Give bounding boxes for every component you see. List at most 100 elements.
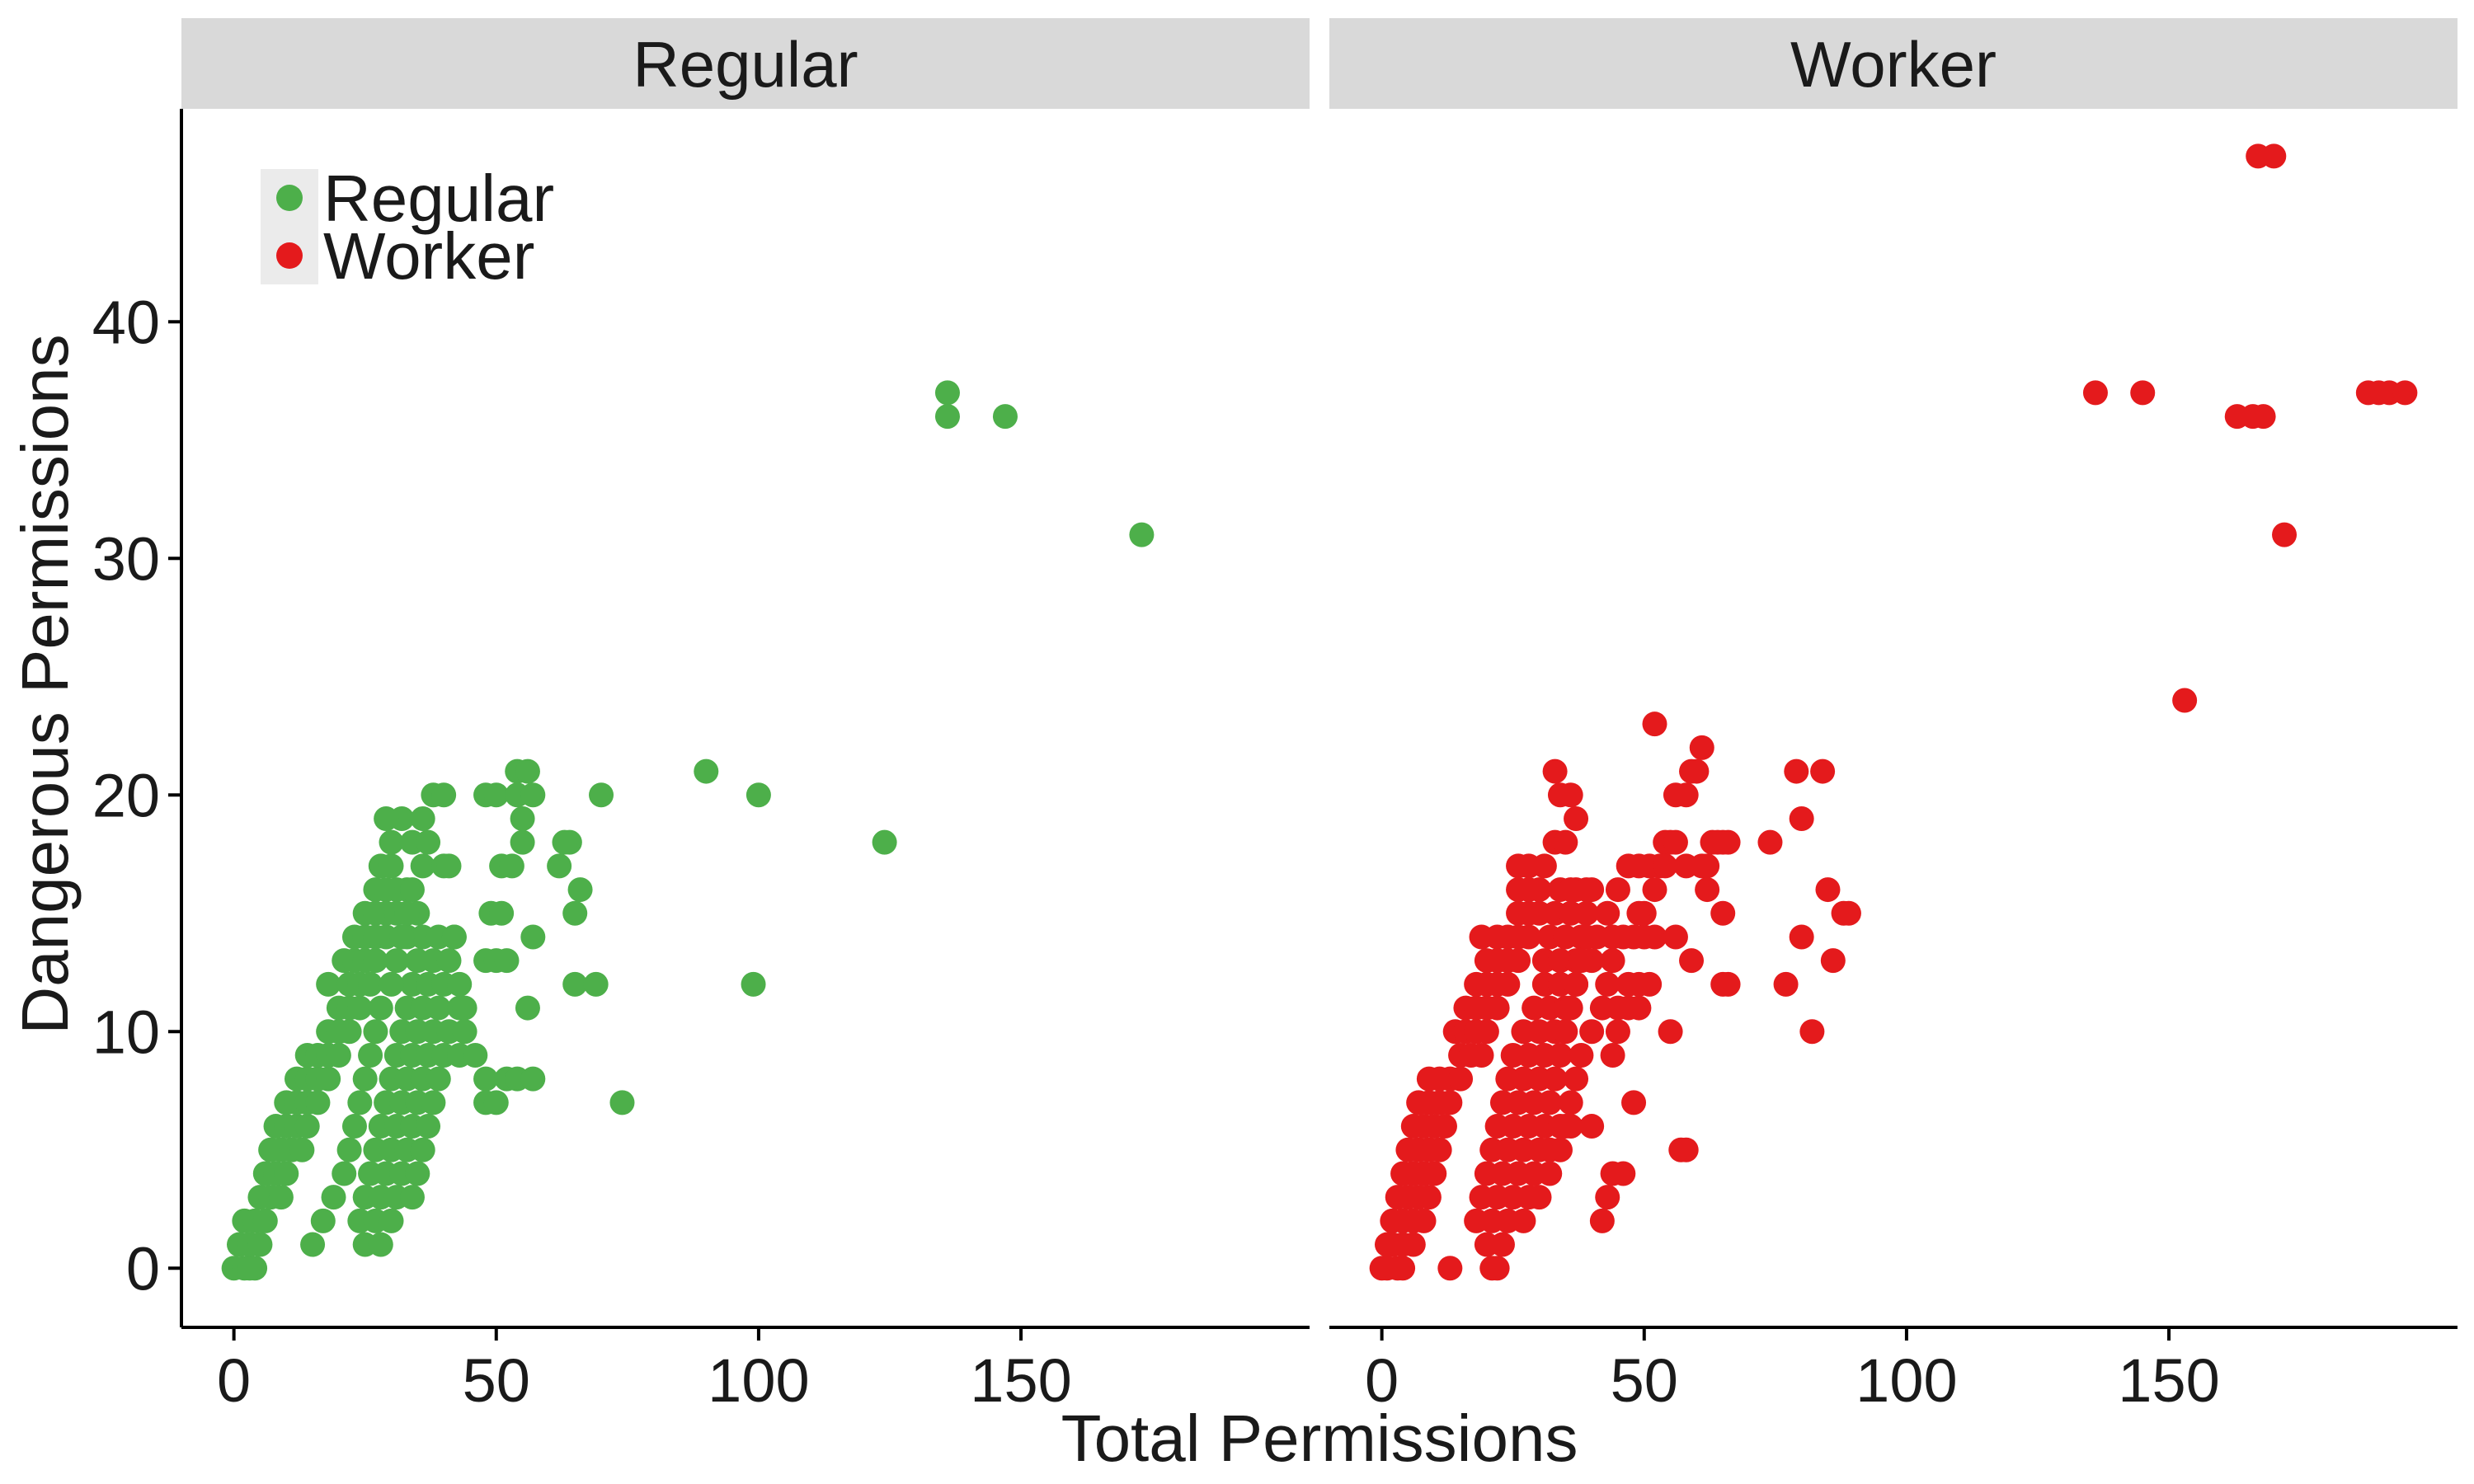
- data-point-regular: [379, 853, 404, 879]
- data-point-regular: [515, 995, 540, 1021]
- data-point-worker: [1537, 1161, 1563, 1186]
- data-point-worker: [1469, 1042, 1494, 1068]
- data-point-worker: [1558, 1114, 1583, 1139]
- x-tick-label: 0: [217, 1346, 251, 1415]
- data-point-worker: [1673, 782, 1699, 808]
- data-point-worker: [1684, 758, 1710, 784]
- data-point-worker: [1679, 948, 1705, 974]
- data-point-regular: [426, 995, 451, 1021]
- data-point-regular: [336, 1137, 362, 1162]
- data-point-worker: [1642, 924, 1667, 950]
- data-point-worker: [1605, 877, 1630, 903]
- data-point-worker: [1789, 805, 1814, 831]
- data-point-regular: [589, 782, 614, 808]
- data-point-worker: [1573, 924, 1599, 950]
- data-point-worker: [1663, 829, 1688, 855]
- x-axis-title: Total Permissions: [1061, 1402, 1578, 1475]
- data-point-worker: [1569, 948, 1594, 974]
- data-point-worker: [1542, 758, 1568, 784]
- legend-label-worker: Worker: [323, 219, 534, 293]
- data-point-regular: [416, 829, 441, 855]
- data-point-worker: [1484, 995, 1510, 1021]
- data-point-worker: [1820, 948, 1846, 974]
- data-point-regular: [547, 853, 572, 879]
- data-point-regular: [567, 877, 593, 903]
- facet-strip-background: [181, 18, 1310, 109]
- data-point-regular: [358, 1042, 383, 1068]
- data-point-regular: [368, 1232, 393, 1257]
- data-point-regular: [374, 805, 399, 831]
- data-point-worker: [1673, 1137, 1699, 1162]
- data-point-worker: [1469, 924, 1494, 950]
- data-point-regular: [452, 1019, 477, 1045]
- data-point-worker: [1605, 1019, 1630, 1045]
- data-point-worker: [1799, 1019, 1825, 1045]
- data-point-regular: [305, 1090, 331, 1115]
- data-point-regular: [494, 948, 520, 974]
- data-point-worker: [1437, 1256, 1463, 1281]
- data-point-regular: [452, 995, 477, 1021]
- data-point-regular: [410, 805, 435, 831]
- data-point-worker: [1495, 971, 1521, 997]
- data-point-worker: [2172, 688, 2198, 713]
- y-tick-label: 40: [92, 288, 160, 356]
- data-point-worker: [1564, 971, 1589, 997]
- data-point-regular: [347, 995, 373, 1021]
- data-point-worker: [1689, 735, 1714, 760]
- data-point-worker: [1422, 1161, 1447, 1186]
- data-point-regular: [247, 1232, 273, 1257]
- y-tick-label: 20: [92, 761, 160, 829]
- data-point-regular: [431, 782, 457, 808]
- data-point-regular: [741, 971, 766, 997]
- data-point-regular: [441, 924, 467, 950]
- data-point-worker: [1390, 1256, 1416, 1281]
- data-point-worker: [1642, 877, 1667, 903]
- legend-key-worker: [276, 242, 303, 269]
- data-point-regular: [489, 900, 515, 926]
- data-point-worker: [1537, 1137, 1563, 1162]
- data-point-worker: [1637, 971, 1663, 997]
- data-point-regular: [383, 948, 409, 974]
- data-point-worker: [1784, 758, 1809, 784]
- data-point-worker: [1631, 900, 1657, 926]
- facet-strip-label: Regular: [633, 28, 858, 101]
- data-point-worker: [1658, 1019, 1683, 1045]
- data-point-regular: [934, 404, 960, 430]
- data-point-regular: [416, 1114, 441, 1139]
- data-point-regular: [421, 1090, 446, 1115]
- facet-strip-regular: Regular: [181, 18, 1310, 109]
- data-point-worker: [1621, 1090, 1647, 1115]
- x-tick-label: 150: [970, 1346, 1071, 1415]
- facet-strip-label: Worker: [1790, 28, 1997, 101]
- data-point-worker: [1815, 877, 1841, 903]
- data-point-worker: [1526, 1185, 1552, 1210]
- y-tick-label: 30: [92, 524, 160, 593]
- data-point-worker: [1489, 1232, 1515, 1257]
- data-point-regular: [520, 924, 546, 950]
- data-point-worker: [1564, 805, 1589, 831]
- data-point-regular: [336, 1019, 362, 1045]
- data-point-regular: [389, 924, 415, 950]
- data-point-worker: [1715, 971, 1741, 997]
- data-point-worker: [1526, 877, 1552, 903]
- data-point-worker: [1589, 995, 1615, 1021]
- data-point-regular: [520, 1066, 546, 1092]
- data-point-regular: [363, 948, 388, 974]
- panel-worker: 0 50 100 150: [1329, 143, 2458, 1415]
- data-point-worker: [1611, 1161, 1636, 1186]
- data-point-worker: [1558, 1090, 1583, 1115]
- data-point-regular: [515, 758, 540, 784]
- data-point-regular: [562, 900, 588, 926]
- data-point-regular: [473, 1066, 499, 1092]
- data-point-worker: [1511, 1208, 1536, 1233]
- data-point-regular: [341, 1114, 367, 1139]
- data-point-regular: [252, 1208, 278, 1233]
- data-point-worker: [2261, 143, 2287, 169]
- legend-key-regular: [276, 185, 303, 211]
- data-point-worker: [1573, 877, 1599, 903]
- data-point-regular: [562, 971, 588, 997]
- data-point-regular: [1129, 522, 1155, 547]
- data-point-worker: [1484, 1256, 1510, 1281]
- data-point-worker: [1789, 924, 1814, 950]
- data-point-worker: [1595, 1185, 1620, 1210]
